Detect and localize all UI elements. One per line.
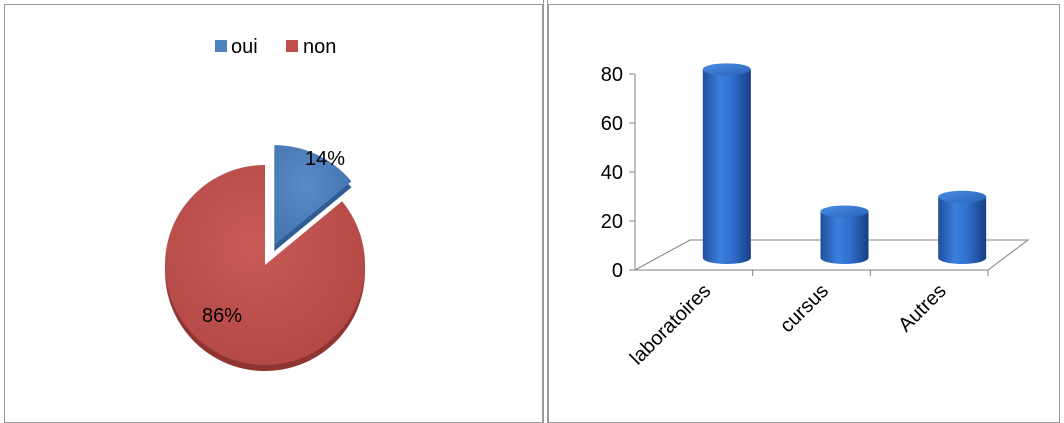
x-tick-label: cursus — [776, 280, 833, 337]
pie-slice-non — [164, 164, 365, 365]
pie-label-non: 86% — [202, 305, 242, 327]
bar-top — [820, 205, 869, 218]
legend-label-oui: oui — [231, 36, 258, 58]
bar-cursus — [820, 205, 869, 264]
bar-body — [702, 69, 751, 264]
bar-body — [938, 196, 987, 264]
y-tick-label: 0 — [612, 260, 623, 282]
y-tick-label: 40 — [601, 162, 623, 184]
x-tick-label: laboratoires — [626, 280, 715, 369]
y-tick-label: 60 — [601, 113, 623, 135]
legend-swatch-non — [286, 40, 298, 52]
panel-divider — [543, 0, 548, 423]
x-tick-label: Autres — [894, 280, 950, 336]
legend-swatch-oui — [215, 40, 227, 52]
legend-label-non: non — [303, 36, 336, 58]
pie-slice-oui — [274, 145, 352, 246]
bar-body — [820, 211, 869, 264]
y-tick-label: 80 — [601, 64, 623, 86]
bar-Autres — [938, 190, 987, 264]
bar-top — [938, 190, 987, 203]
bar-top — [702, 63, 751, 76]
y-tick-label: 20 — [601, 211, 623, 233]
pie-legend: oui non — [215, 36, 336, 58]
pie-label-oui: 14% — [305, 148, 345, 170]
bar-laboratoires — [702, 63, 751, 264]
